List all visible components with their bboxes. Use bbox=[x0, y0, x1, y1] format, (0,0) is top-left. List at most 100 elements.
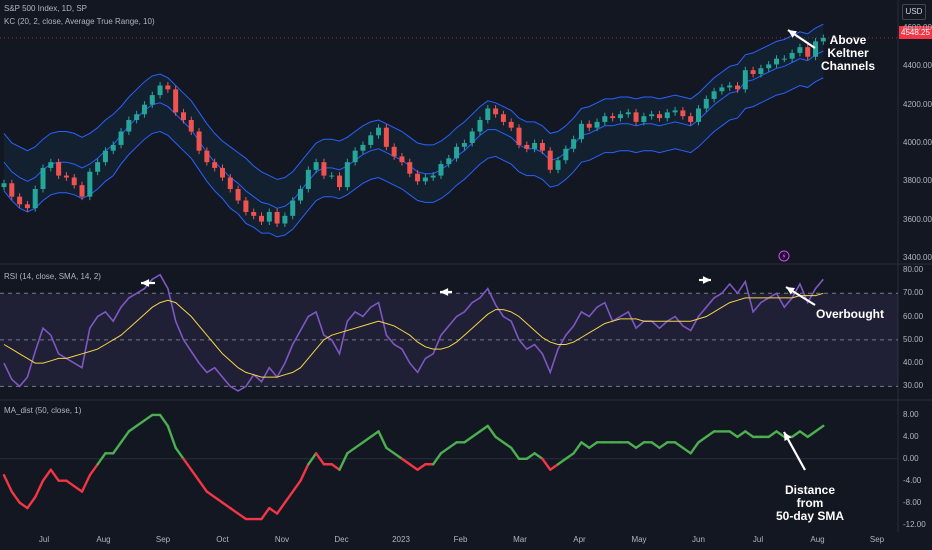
ma-dist-axis-tick: 4.00 bbox=[903, 431, 919, 441]
candle-body bbox=[352, 150, 358, 163]
ma-dist-segment bbox=[346, 446, 357, 455]
candle-body bbox=[711, 91, 717, 99]
ma-dist-segment bbox=[229, 506, 240, 515]
rsi-axis-tick: 60.00 bbox=[903, 311, 924, 321]
ma-dist-segment bbox=[588, 441, 599, 450]
candle-body bbox=[391, 146, 397, 157]
keltner-upper-band bbox=[3, 23, 824, 180]
candle-body bbox=[742, 70, 748, 90]
time-axis-tick: May bbox=[631, 535, 647, 544]
ma-dist-segment bbox=[736, 430, 747, 439]
candle-body bbox=[71, 177, 77, 186]
candle-body bbox=[321, 162, 327, 176]
ma-dist-segment bbox=[49, 468, 60, 482]
keltner-lower-band bbox=[3, 77, 824, 238]
candle-body bbox=[32, 189, 38, 209]
ma-dist-segment bbox=[385, 446, 396, 455]
candle-body bbox=[376, 127, 382, 136]
ma-dist-segment bbox=[447, 441, 458, 450]
ma-dist-segment bbox=[307, 452, 318, 466]
candle-body bbox=[422, 177, 428, 182]
ma-dist-segment bbox=[65, 479, 76, 488]
ma-dist-segment bbox=[353, 441, 365, 450]
ma-dist-segment bbox=[291, 479, 302, 493]
rsi-indicator-label[interactable]: RSI (14, close, SMA, 14, 2) bbox=[4, 272, 101, 281]
keltner-fill bbox=[4, 24, 824, 237]
overbought-arrow-head bbox=[786, 287, 795, 295]
candle-body bbox=[672, 110, 678, 113]
ma-dist-segment bbox=[369, 430, 380, 439]
candle-body bbox=[461, 143, 467, 147]
candle-body bbox=[454, 146, 460, 159]
ma-dist-segment bbox=[361, 435, 372, 444]
rsi-peak-arrow-head bbox=[702, 276, 711, 284]
candle-body bbox=[173, 89, 179, 113]
ma-dist-segment bbox=[174, 446, 185, 460]
candle-body bbox=[212, 162, 218, 168]
overbought-annotation: Overbought bbox=[816, 307, 884, 321]
ma-dist-segment bbox=[502, 441, 513, 450]
candle-body bbox=[516, 127, 522, 145]
keltner-arrow-head bbox=[788, 30, 797, 38]
ma-dist-segment bbox=[510, 446, 521, 460]
ma-dist-segment bbox=[494, 435, 505, 444]
candle-body bbox=[649, 114, 655, 117]
ma-dist-segment bbox=[486, 424, 497, 439]
candle-body bbox=[126, 120, 132, 132]
candle-body bbox=[118, 131, 124, 145]
ma-dist-segment bbox=[330, 463, 341, 471]
grid-lines bbox=[0, 0, 932, 532]
rsi-line bbox=[3, 273, 824, 392]
candle-body bbox=[266, 212, 272, 222]
candle-body bbox=[243, 200, 249, 212]
ma-dist-segment bbox=[18, 501, 29, 510]
ma-dist-segment bbox=[135, 419, 146, 428]
price-axis-tick: 3600.00 bbox=[903, 214, 932, 224]
candle-body bbox=[734, 85, 740, 90]
candle-body bbox=[688, 116, 694, 122]
candle-body bbox=[539, 143, 545, 151]
ma-dist-segment bbox=[205, 490, 216, 499]
keltner-annotation: Above Keltner Channels bbox=[818, 34, 878, 73]
candle-body bbox=[149, 95, 155, 105]
candle-body bbox=[344, 162, 350, 188]
ma-dist-segment bbox=[572, 441, 583, 455]
price-axis-tick: 4400.00 bbox=[903, 61, 932, 71]
candle-body bbox=[477, 120, 483, 132]
time-axis-tick: Jul bbox=[752, 535, 764, 544]
candle-body bbox=[813, 41, 819, 57]
ma-dist-segment bbox=[564, 452, 575, 460]
ma-dist-segment bbox=[80, 474, 92, 493]
candle-body bbox=[563, 148, 569, 161]
ma-dist-segment bbox=[112, 441, 123, 455]
candle-body bbox=[407, 162, 413, 174]
ma-dist-indicator-label[interactable]: MA_dist (50, close, 1) bbox=[4, 406, 82, 415]
candle-body bbox=[399, 156, 405, 163]
ma-dist-segment bbox=[166, 424, 177, 450]
annotation-arrows bbox=[141, 29, 816, 471]
kc-indicator-label[interactable]: KC (20, 2, close, Average True Range, 10… bbox=[4, 17, 155, 26]
time-axis-tick: Mar bbox=[513, 535, 527, 544]
ma-dist-segment bbox=[533, 452, 544, 460]
candle-body bbox=[555, 160, 561, 170]
candle-body bbox=[571, 139, 577, 149]
candle-body bbox=[797, 47, 803, 53]
currency-button[interactable]: USD bbox=[902, 4, 926, 20]
distance-annotation-line-1: Distance from bbox=[784, 483, 836, 510]
last-price-tag: 4548.25 bbox=[899, 26, 932, 39]
ma-dist-segment bbox=[814, 424, 825, 433]
lightning-icon[interactable] bbox=[778, 250, 790, 262]
keltner-annotation-line-3: Channels bbox=[820, 59, 875, 73]
candle-body bbox=[789, 52, 795, 59]
ma-dist-segment bbox=[439, 446, 450, 455]
rsi-axis-tick: 70.00 bbox=[903, 288, 924, 298]
candle-body bbox=[680, 110, 686, 117]
candle-body bbox=[235, 189, 241, 201]
candle-body bbox=[617, 114, 623, 119]
ma-dist-pane bbox=[0, 413, 898, 521]
candle-body bbox=[110, 144, 116, 151]
ma-dist-segment bbox=[221, 501, 232, 510]
candle-body bbox=[313, 162, 319, 170]
rsi-moving-average bbox=[3, 292, 824, 378]
rsi-pane bbox=[0, 273, 898, 392]
